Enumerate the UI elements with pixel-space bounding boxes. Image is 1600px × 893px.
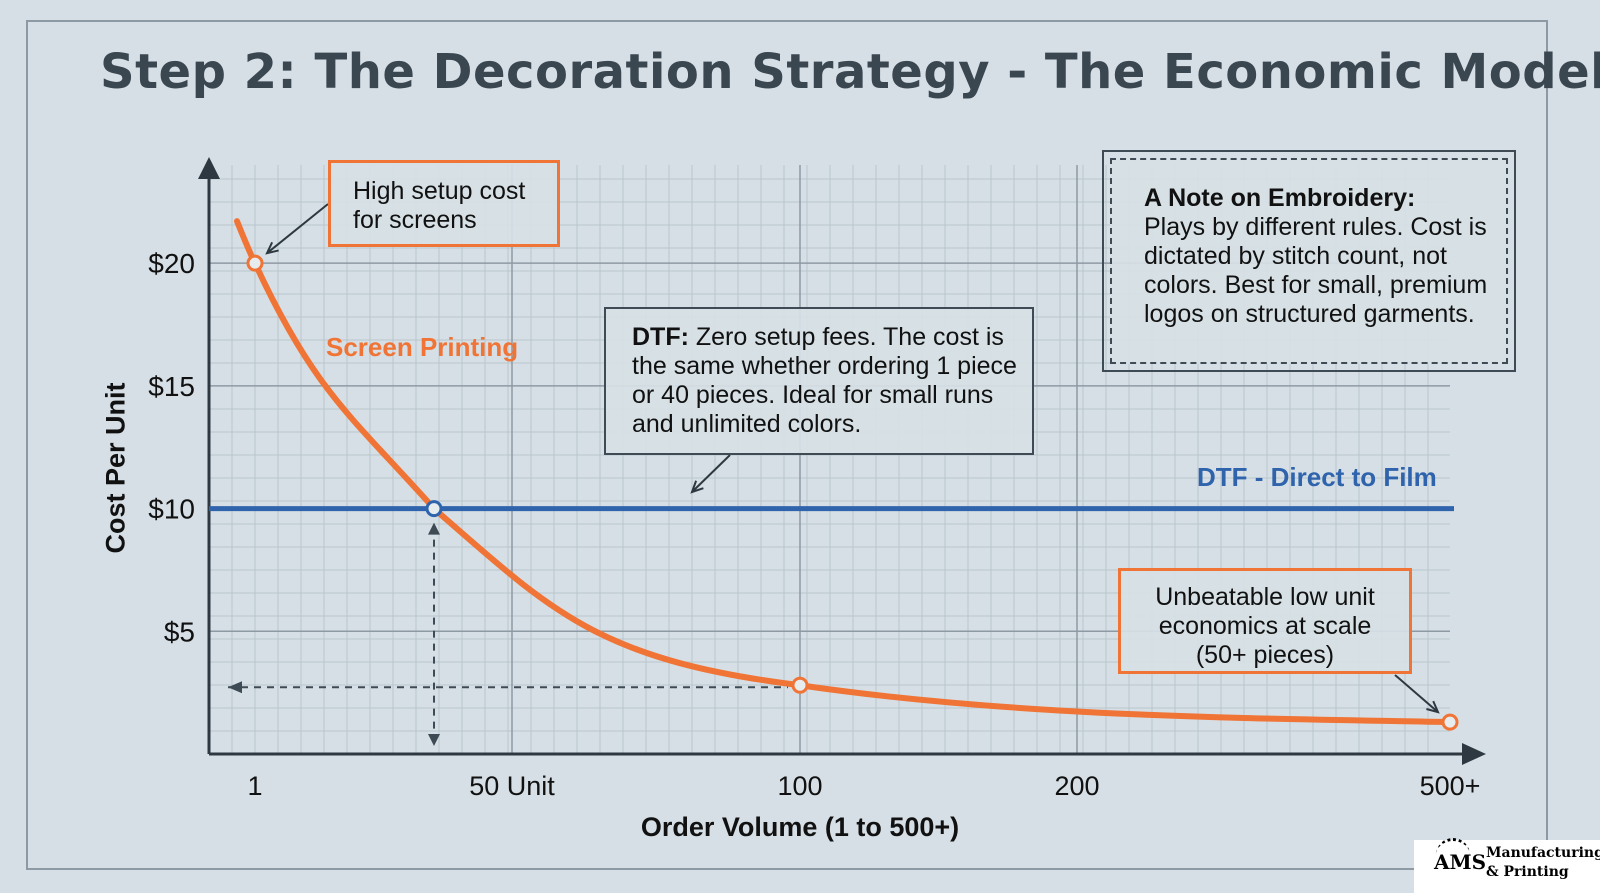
x-tick-label: 50 Unit (469, 771, 555, 801)
series-label-screen-printing: Screen Printing (326, 332, 519, 362)
chart-pointers (265, 203, 1440, 714)
callout-dtf-body: Zero setup fees. The cost is the same wh… (632, 323, 1017, 438)
guide-arrow-down (428, 734, 440, 746)
chart-ticks: 1 50 Unit 100 200 500+ $5 $10 $15 $20 (148, 248, 1480, 801)
callout-embroidery-border (1102, 150, 1516, 372)
callout-dtf-bold: DTF: (632, 323, 689, 351)
blueprint-frame (26, 20, 1548, 870)
pointer-scale (1394, 674, 1439, 713)
y-tick-label: $15 (148, 371, 195, 402)
callout-dtf: DTF: Zero setup fees. The cost is the sa… (604, 307, 1034, 455)
screen-printing-point (246, 254, 264, 272)
callout-embroidery-title: A Note on Embroidery: (1144, 184, 1416, 212)
chart-series (209, 218, 1459, 731)
y-tick-label: $5 (164, 616, 195, 647)
callout-scale: Unbeatable low unit economics at scale (… (1118, 568, 1412, 674)
company-logo: AMS Manufacturing & Printing (1414, 838, 1600, 893)
page-title: Step 2: The Decoration Strategy - The Ec… (100, 44, 1600, 100)
x-tick-label: 100 (777, 771, 822, 801)
logo-mark: AMS (1434, 850, 1487, 874)
x-tick-label: 1 (247, 771, 262, 801)
callout-embroidery: A Note on Embroidery: Plays by different… (1102, 150, 1516, 372)
pointer-scale-head (1426, 700, 1440, 714)
y-axis-label: Cost Per Unit (100, 382, 131, 554)
callout-setup-cost: High setup cost for screens (328, 160, 560, 247)
x-tick-label: 500+ (1420, 771, 1481, 801)
callout-setup-cost-text: High setup cost for screens (353, 177, 526, 234)
logo-name-line1: Manufacturing (1486, 845, 1600, 861)
break-even-point (425, 500, 443, 518)
series-label-dtf: DTF - Direct to Film (1197, 462, 1437, 492)
y-tick-label: $20 (148, 248, 195, 279)
logo-name-line2: & Printing (1486, 864, 1569, 880)
y-axis-arrow (198, 157, 220, 179)
guide-arrow-up (428, 522, 440, 535)
x-axis-label: Order Volume (1 to 500+) (640, 812, 960, 842)
screen-printing-point (1441, 713, 1459, 731)
pointer-dtf (691, 454, 731, 493)
pointer-dtf-head (690, 480, 704, 494)
logo-name: Manufacturing & Printing (1486, 844, 1600, 882)
x-axis-arrow (1462, 743, 1486, 765)
pointer-setup-cost (266, 203, 329, 254)
pointer-setup-cost-head (265, 241, 279, 255)
guide-arrow-left (228, 681, 242, 694)
callout-scale-text: Unbeatable low unit economics at scale (… (1155, 583, 1375, 669)
x-tick-label: 200 (1054, 771, 1099, 801)
chart-axes (198, 157, 1486, 765)
screen-printing-point (791, 676, 809, 694)
callout-dtf-text: DTF: Zero setup fees. The cost is the sa… (632, 323, 1022, 439)
chart-guides (228, 522, 788, 746)
callout-embroidery-text: Plays by different rules. Cost is dictat… (1144, 213, 1488, 328)
y-tick-label: $10 (148, 494, 195, 525)
sun-icon (1436, 838, 1470, 857)
screen-printing-series-line (234, 218, 1453, 726)
